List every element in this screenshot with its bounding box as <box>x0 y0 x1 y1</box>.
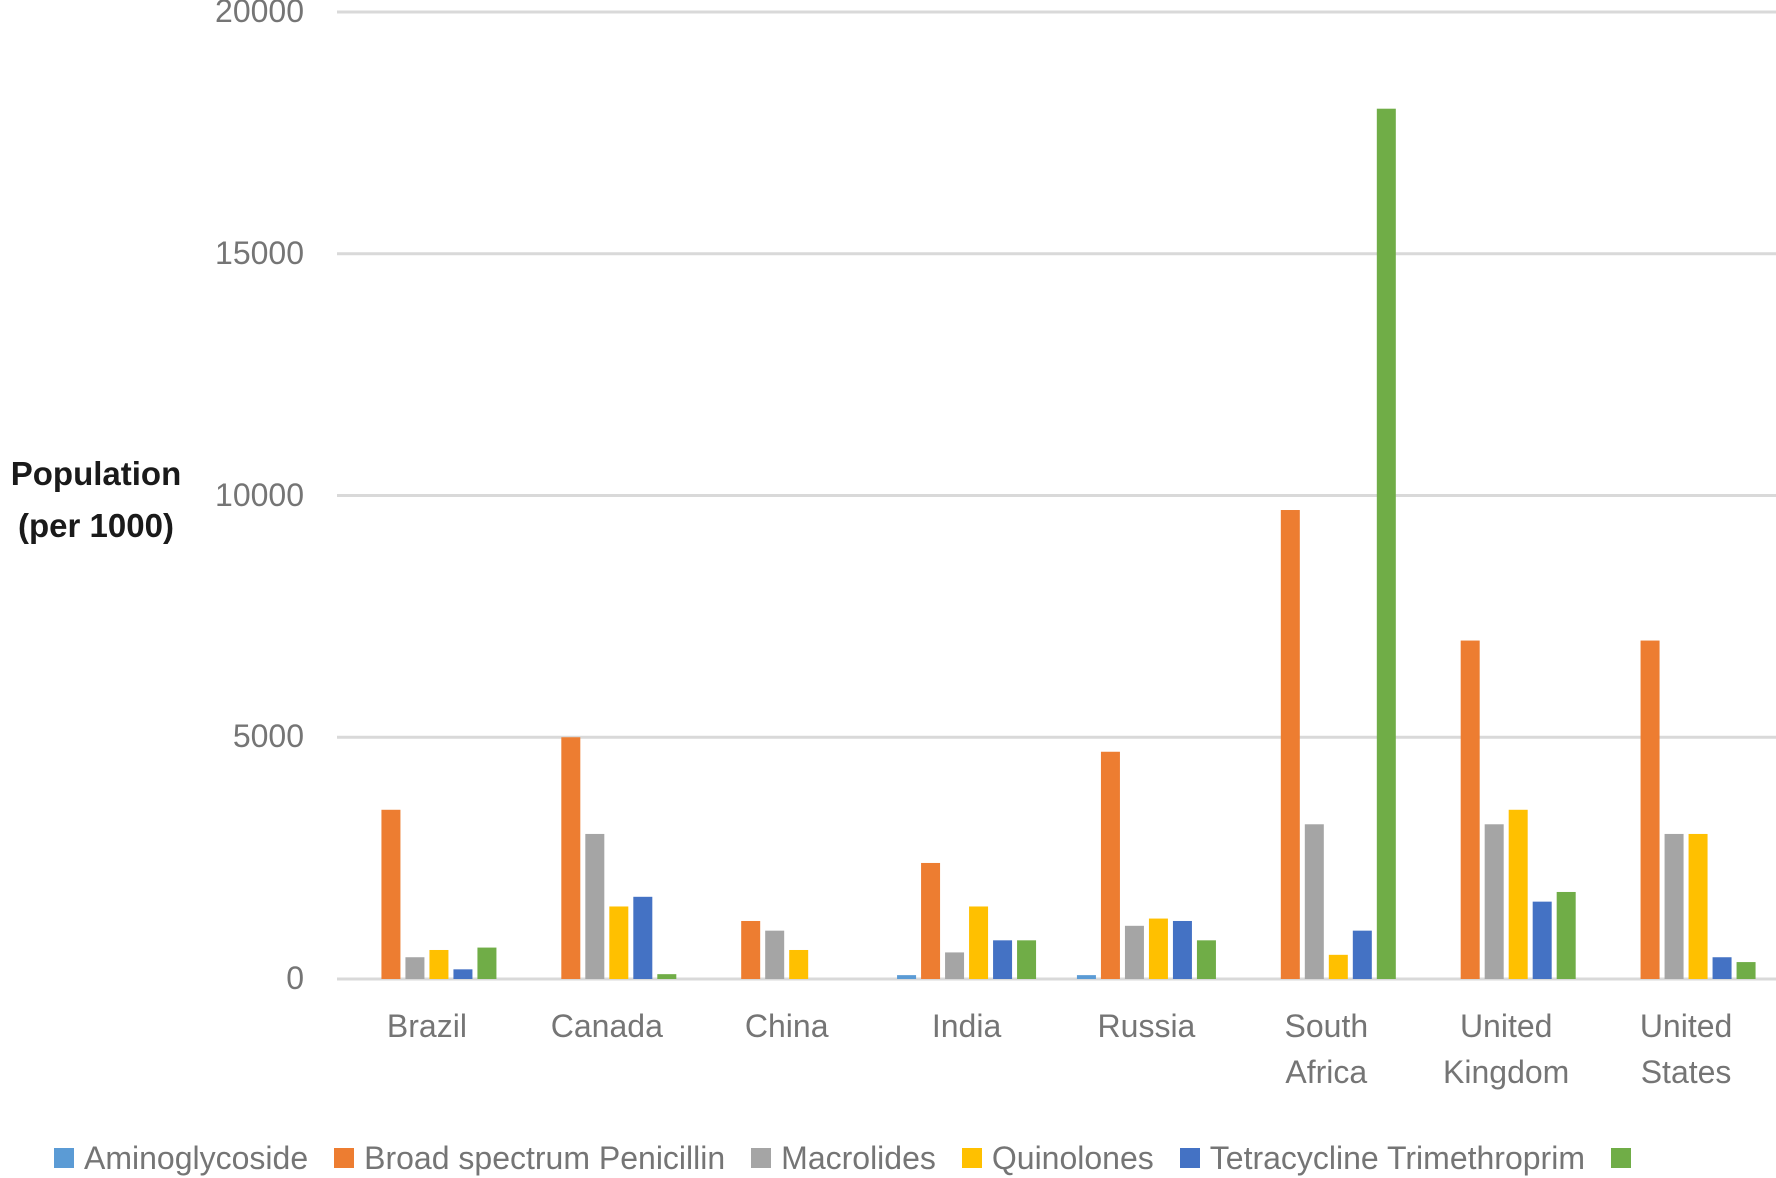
bar <box>945 952 965 979</box>
bar <box>381 809 401 979</box>
bar <box>585 833 605 979</box>
legend-swatch-icon <box>751 1148 772 1168</box>
legend-swatch-icon <box>54 1148 74 1168</box>
y-tick-label: 15000 <box>215 234 304 271</box>
legend-item: Broad spectrum Penicillin <box>334 1140 725 1177</box>
legend-item: Tetracycline Trimethroprim <box>1179 1139 1585 1177</box>
bar-group <box>741 920 809 979</box>
bar <box>1148 918 1168 979</box>
bar <box>1076 975 1096 979</box>
bar <box>1640 640 1660 979</box>
bar <box>609 906 629 979</box>
bar-group <box>1076 751 1216 979</box>
bar <box>789 949 809 979</box>
legend-item: Aminoglycoside <box>54 1140 308 1177</box>
legend-swatch-icon <box>1610 1148 1631 1168</box>
bar <box>1664 833 1684 979</box>
bar <box>921 862 941 979</box>
legend-label: Macrolides <box>781 1139 936 1176</box>
bar <box>1736 962 1756 979</box>
x-tick-label: South Africa <box>1284 1008 1369 1090</box>
bar-group <box>1460 640 1576 979</box>
bar <box>1017 940 1037 979</box>
bar <box>1328 954 1348 979</box>
legend: Aminoglycoside Broad spectrum Penicillin M… <box>54 1138 1667 1178</box>
y-axis-title-line2: (per 1000) <box>18 507 174 544</box>
bar <box>1100 751 1120 979</box>
bar <box>969 906 989 979</box>
legend-label: Tetracycline Trimethroprim <box>1209 1139 1585 1176</box>
y-tick-label: 5000 <box>232 718 304 755</box>
bar <box>453 969 473 979</box>
bar <box>1124 925 1144 979</box>
legend-label: Quinolones <box>991 1139 1154 1176</box>
bar <box>1484 824 1504 979</box>
bar <box>993 940 1013 979</box>
legend-item: Quinolones <box>961 1139 1154 1177</box>
bar <box>1172 920 1192 979</box>
y-tick-label: 20000 <box>215 0 304 29</box>
bar-group <box>561 737 677 979</box>
legend-swatch-icon <box>1179 1148 1200 1168</box>
bar <box>1280 510 1300 979</box>
bar <box>1196 940 1216 979</box>
y-axis-title-line1: Population <box>10 455 182 492</box>
y-tick-label: 10000 <box>215 476 304 513</box>
bar <box>765 930 785 979</box>
bar <box>1556 891 1576 979</box>
bar <box>477 947 497 979</box>
x-tick-label: India <box>931 1008 1002 1044</box>
legend-item: Macrolides <box>751 1140 936 1177</box>
bar <box>897 975 917 979</box>
bar <box>741 920 761 979</box>
x-tick-label: Russia <box>1097 1008 1196 1044</box>
bar <box>561 737 581 979</box>
legend-swatch-icon <box>961 1148 982 1168</box>
bar <box>1376 108 1396 979</box>
bar <box>633 896 653 979</box>
bar-group <box>1280 108 1396 979</box>
bar <box>405 957 425 979</box>
bar <box>1352 930 1372 979</box>
x-tick-label: Brazil <box>386 1008 467 1044</box>
legend-label: Broad spectrum Penicillin <box>364 1139 726 1176</box>
bar-group <box>381 809 497 979</box>
legend-label: Aminoglycoside <box>84 1139 309 1176</box>
bar <box>1508 809 1528 979</box>
y-tick-label: 0 <box>286 960 304 996</box>
bar <box>1460 640 1480 979</box>
legend-item <box>1610 1148 1641 1168</box>
bar <box>1532 901 1552 979</box>
x-tick-label: Canada <box>550 1008 663 1044</box>
x-tick-label: United States <box>1639 1008 1733 1090</box>
bar <box>1688 833 1708 979</box>
bar-group <box>897 862 1037 979</box>
x-tick-label: China <box>744 1008 829 1044</box>
bar <box>1304 824 1324 979</box>
legend-swatch-icon <box>334 1148 355 1168</box>
bar <box>1712 957 1732 979</box>
x-tick-label: United Kingdom <box>1443 1008 1570 1090</box>
bar <box>657 974 677 979</box>
bar-group <box>1640 640 1756 979</box>
y-axis-title: Population (per 1000) <box>0 448 192 552</box>
bar <box>429 949 449 979</box>
